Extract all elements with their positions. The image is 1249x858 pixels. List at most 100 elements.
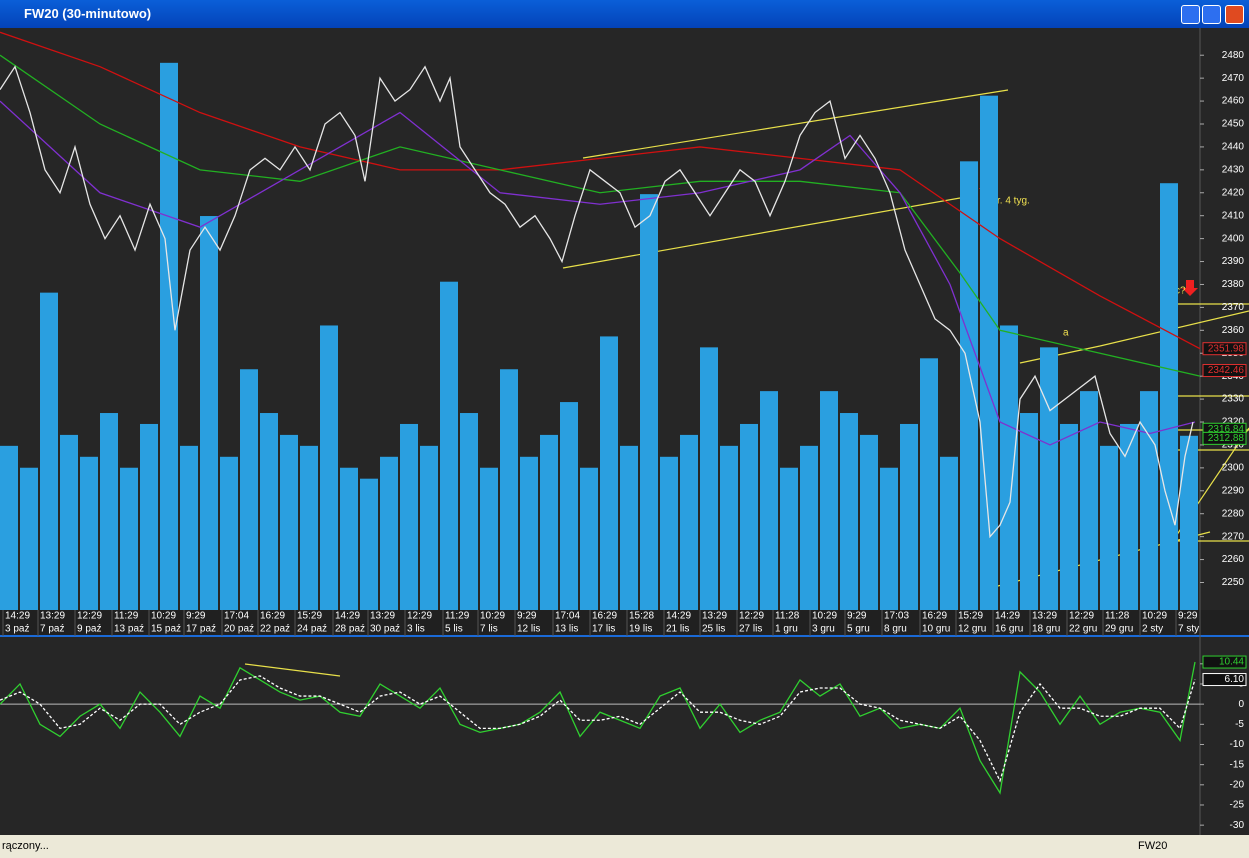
x-date-label: 30 paź [370, 624, 400, 635]
status-text: rączony... [2, 840, 49, 852]
last-value-label: 6.10 [1225, 674, 1245, 685]
x-tick-label: 13:29 [702, 611, 727, 622]
series-line [0, 661, 1196, 795]
x-date-label: 18 gru [1032, 624, 1060, 635]
x-date-label: 20 paź [224, 624, 254, 635]
x-tick-label: 9:29 [186, 611, 206, 622]
date-axis [0, 610, 1249, 636]
y-tick-label: 2370 [1222, 302, 1245, 313]
x-tick-label: 9:29 [517, 611, 537, 622]
x-date-label: 1 gru [775, 624, 798, 635]
series-line [0, 31, 1201, 350]
x-tick-label: 12:29 [739, 611, 764, 622]
x-tick-label: 11:28 [775, 611, 800, 622]
volume-bar [540, 434, 558, 610]
x-date-label: 15 paź [151, 624, 181, 635]
last-value-box [1202, 342, 1247, 356]
volume-bar [100, 413, 118, 610]
x-tick-label: 12:29 [77, 611, 102, 622]
series-line [0, 100, 1196, 446]
x-date-label: 28 paź [335, 624, 365, 635]
x-tick-label: 11:29 [114, 611, 139, 622]
last-value-label: 2342.46 [1208, 365, 1245, 376]
x-tick-label: 9:29 [847, 611, 867, 622]
last-value-label: 10.44 [1219, 657, 1244, 668]
x-date-label: 12 lis [517, 624, 540, 635]
volume-bar [1040, 347, 1058, 610]
window-title: FW20 (30-minutowo) [24, 6, 152, 21]
x-date-label: 5 gru [847, 624, 870, 635]
volume-bar [500, 369, 518, 610]
x-date-label: 19 lis [629, 624, 652, 635]
volume-bar [900, 423, 918, 610]
y-tick-label: 2290 [1222, 485, 1245, 496]
x-date-label: 3 paź [5, 624, 29, 635]
x-tick-label: 10:29 [480, 611, 505, 622]
x-date-label: 29 gru [1105, 624, 1133, 635]
y-tick-label: 2330 [1222, 394, 1245, 405]
x-date-label: 5 lis [445, 624, 463, 635]
x-tick-label: 10:29 [1142, 611, 1167, 622]
volume-bar [460, 413, 478, 610]
y-tick-label: 0 [1238, 699, 1244, 710]
x-tick-label: 17:04 [555, 611, 580, 622]
x-date-label: 13 lis [555, 624, 578, 635]
volume-bar [760, 391, 778, 610]
x-tick-label: 14:29 [5, 611, 30, 622]
x-date-label: 8 gru [884, 624, 907, 635]
restore-button[interactable] [1202, 5, 1221, 24]
close-button[interactable] [1225, 5, 1244, 24]
volume-bar [1020, 413, 1038, 610]
x-date-label: 7 sty [1178, 624, 1199, 635]
y-tick-label: 2280 [1222, 508, 1245, 519]
volume-bar [340, 467, 358, 610]
x-date-label: 3 gru [812, 624, 835, 635]
y-tick-label: 2460 [1222, 96, 1245, 107]
last-value-label: 2312.88 [1208, 433, 1245, 444]
last-value-box [1202, 431, 1247, 445]
volume-bar [920, 358, 938, 610]
last-value-box [1202, 655, 1247, 669]
y-tick-label: 2470 [1222, 73, 1245, 84]
x-date-label: 17 paź [186, 624, 216, 635]
x-date-label: 21 lis [666, 624, 689, 635]
x-tick-label: 16:29 [260, 611, 285, 622]
volume-bar [0, 445, 18, 610]
x-tick-label: 11:28 [1105, 611, 1130, 622]
x-date-label: 25 lis [702, 624, 725, 635]
volume-bar [200, 216, 218, 611]
volume-bar [260, 413, 278, 610]
x-tick-label: 13:29 [370, 611, 395, 622]
x-tick-label: 11:29 [445, 611, 470, 622]
x-date-label: 22 paź [260, 624, 290, 635]
volume-bar [680, 434, 698, 610]
title-bar: FW20 (30-minutowo) [0, 0, 1249, 28]
last-value-box [1202, 364, 1247, 378]
x-tick-label: 13:29 [40, 611, 65, 622]
chart-area: śr. 4 tyg. a b c? 2250226022702280229023… [0, 28, 1249, 835]
y-tick-label: 2310 [1222, 440, 1245, 451]
x-tick-label: 14:29 [666, 611, 691, 622]
x-date-label: 16 gru [995, 624, 1023, 635]
x-tick-label: 12:29 [407, 611, 432, 622]
volume-bar [220, 456, 238, 610]
x-tick-label: 10:29 [151, 611, 176, 622]
annotation: śr. 4 tyg. [992, 196, 1030, 207]
last-value-label: 2316.84 [1208, 424, 1245, 435]
volume-bar [480, 467, 498, 610]
x-date-label: 22 gru [1069, 624, 1097, 635]
x-tick-label: 15:28 [629, 611, 654, 622]
series-line [0, 54, 1201, 377]
x-date-label: 12 gru [958, 624, 986, 635]
x-date-label: 3 lis [407, 624, 425, 635]
x-tick-label: 9:29 [1178, 611, 1198, 622]
x-date-label: 9 paź [77, 624, 101, 635]
volume-bar [420, 445, 438, 610]
y-tick-label: 2250 [1222, 577, 1245, 588]
y-tick-label: 2360 [1222, 325, 1245, 336]
volume-bar [40, 292, 58, 610]
volume-bar [360, 478, 378, 610]
minimize-button[interactable] [1181, 5, 1200, 24]
arrow [1182, 280, 1198, 296]
volume-bar [60, 434, 78, 610]
